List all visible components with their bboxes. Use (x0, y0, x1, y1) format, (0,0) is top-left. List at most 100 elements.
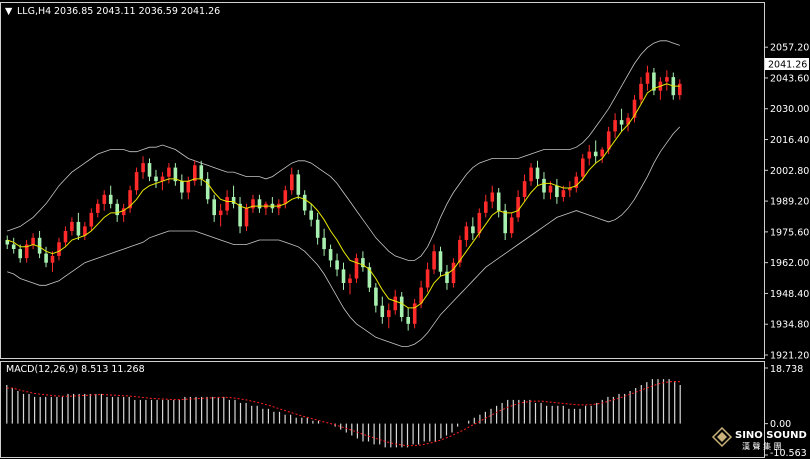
candle-body (296, 174, 301, 195)
candle-body (121, 208, 126, 216)
candle-body (89, 212, 94, 227)
candle (529, 163, 533, 186)
candle-body (652, 72, 656, 91)
candle-body (632, 99, 637, 118)
candle (535, 160, 540, 186)
candle-body (96, 203, 100, 213)
macd-tick-label: -10.563 (770, 448, 807, 459)
candle-body (83, 226, 87, 236)
candle-body (387, 310, 391, 317)
candle-body (180, 181, 184, 193)
candle-body (425, 269, 430, 288)
band-lower-line (7, 126, 681, 347)
candle (96, 199, 100, 218)
candle (496, 187, 501, 218)
macd-tick-label: 0.00 (770, 419, 791, 430)
candle (632, 95, 637, 123)
candle (231, 185, 236, 209)
candle (484, 194, 488, 218)
candle (315, 212, 320, 245)
candle-body (231, 197, 236, 204)
candle (361, 251, 365, 272)
candle-body (490, 192, 495, 202)
macd-tick-label: 18.738 (770, 364, 803, 375)
candle-body (600, 149, 604, 157)
candle-body (193, 165, 197, 182)
candle-body (173, 167, 178, 182)
candle-body (328, 249, 333, 261)
price-axis: 2057.20 2043.60 2030.00 2016.40 2002.80 1989.… (764, 43, 809, 362)
bollinger-bands (7, 40, 681, 347)
candle-body (302, 194, 307, 211)
candle (238, 197, 242, 234)
candle (128, 185, 132, 213)
candle (76, 212, 81, 241)
candle (257, 194, 262, 213)
candle (212, 194, 216, 222)
candle (432, 244, 436, 274)
logo-diamond-inner-icon (717, 432, 727, 442)
macd-signal-line (6, 380, 681, 447)
candle (18, 244, 22, 263)
candle-body (645, 72, 650, 84)
candle (186, 176, 191, 200)
candle (581, 154, 585, 182)
candle (600, 147, 604, 164)
candle (199, 160, 204, 186)
candle (141, 156, 145, 179)
candle (380, 296, 385, 324)
candle-body (18, 249, 22, 259)
candle (354, 253, 359, 284)
candle-body (535, 167, 540, 179)
candle-body (503, 210, 507, 234)
candle (147, 158, 152, 182)
candle-body (361, 258, 365, 268)
candle (277, 199, 281, 216)
candle-body (5, 240, 10, 245)
price-tick-label: 1975.60 (770, 227, 809, 238)
price-tick-label: 2016.40 (770, 135, 809, 146)
candle-body (115, 203, 119, 216)
candle-body (484, 201, 488, 213)
logo-brand: SINO SOUND (735, 430, 807, 441)
candle-body (406, 317, 410, 324)
candle (290, 167, 294, 195)
candle-body (606, 131, 611, 150)
candle (374, 283, 378, 313)
candle (652, 68, 656, 96)
candle-body (432, 251, 436, 270)
candle (154, 169, 158, 188)
logo-diamond-icon (711, 426, 733, 448)
candle (438, 246, 443, 277)
price-badge-bg (765, 58, 809, 70)
candle (516, 190, 520, 222)
candle-body (626, 117, 630, 125)
candle-body (399, 296, 404, 317)
candle (115, 199, 119, 222)
macd-axis: 18.738 0.00 -10.563 (764, 364, 807, 459)
candle (658, 77, 663, 100)
candle (464, 221, 469, 247)
candle (173, 163, 178, 186)
candle (348, 273, 352, 295)
candle (587, 144, 592, 166)
candle-body (471, 226, 475, 234)
candle (309, 203, 313, 227)
candle-body (167, 167, 171, 177)
candle (555, 178, 559, 204)
candle-body (354, 258, 359, 279)
header-arrow-icon[interactable]: ▼ (5, 6, 13, 17)
price-panel-frame (0, 2, 765, 359)
candle (50, 251, 55, 272)
candle-body (561, 190, 566, 197)
candle (341, 262, 346, 290)
candle-body (529, 167, 533, 182)
candle (471, 217, 475, 241)
candle (180, 174, 184, 200)
candle (425, 262, 430, 293)
candle-body (154, 176, 158, 182)
candle (63, 226, 68, 247)
candle (31, 233, 35, 250)
macd-header: MACD(12,26,9) 8.513 11.268 (6, 364, 145, 375)
